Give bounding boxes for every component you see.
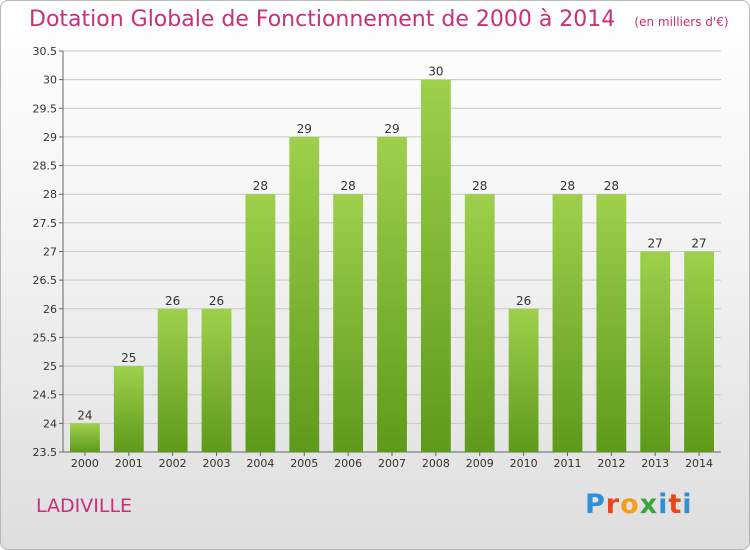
bar [289,136,320,452]
y-tick-label: 30 [43,74,57,87]
bar [464,194,495,452]
x-tick-label: 2006 [334,457,362,470]
y-tick-label: 25.5 [33,331,58,344]
y-tick-label: 29 [43,131,57,144]
data-label: 29 [297,122,312,136]
commune-name: LADIVILLE [36,495,133,517]
bar [684,251,714,452]
chart-unit-note: (en milliers d'€) [634,15,729,29]
bar [552,194,583,452]
y-tick-label: 28 [43,188,57,201]
data-label: 28 [604,179,619,193]
bar [201,308,232,452]
y-tick-label: 23.5 [33,446,58,459]
x-tick-label: 2008 [422,457,450,470]
bar [508,308,539,452]
x-tick-label: 2002 [159,457,187,470]
y-tick-label: 27.5 [33,217,58,230]
y-tick-label: 30.5 [33,45,58,58]
y-tick-label: 24 [43,417,57,430]
data-label: 26 [165,294,180,308]
x-tick-label: 2010 [510,457,538,470]
data-label: 27 [648,237,663,251]
logo-letter: t [668,489,683,520]
bar [245,194,276,452]
x-tick-label: 2013 [641,457,669,470]
bar [333,194,364,452]
y-tick-label: 26.5 [33,274,58,287]
data-label: 26 [209,294,224,308]
y-tick-label: 27 [43,246,57,259]
data-label: 28 [253,179,268,193]
data-label: 29 [384,122,399,136]
labels: 23.5 24 24.5 25 25.5 26 26.5 27 27.5 28 28.5 29 29.5… [33,45,714,470]
bar [640,251,671,452]
proxiti-logo: Proxiti [585,489,693,520]
data-label: 26 [516,294,531,308]
chart-title-text: Dotation Globale de Fonctionnement de 20… [29,7,616,32]
bar [157,308,188,452]
y-tick-label: 26 [43,303,57,316]
x-tick-label: 2009 [466,457,494,470]
data-label: 27 [691,237,706,251]
bar [113,366,144,452]
bar [420,79,451,453]
logo-letter: i [658,489,669,520]
x-tick-label: 2005 [290,457,318,470]
x-tick-label: 2000 [71,457,99,470]
x-tick-label: 2001 [115,457,143,470]
bar [377,136,407,452]
x-tick-label: 2014 [685,457,713,470]
logo-letter: P [585,489,606,520]
data-label: 30 [428,65,443,79]
data-label: 28 [560,179,575,193]
logo-letter: x [639,489,659,520]
bar [596,194,627,452]
bar [70,423,100,452]
bars [70,79,714,453]
y-tick-label: 25 [43,360,57,373]
x-tick-label: 2003 [203,457,231,470]
logo-letter: r [605,489,621,520]
y-tick-label: 29.5 [33,102,58,115]
y-tick-label: 28.5 [33,160,58,173]
logo-letter: o [620,489,640,520]
x-tick-label: 2011 [553,457,581,470]
data-label: 25 [121,351,136,365]
data-label: 28 [340,179,355,193]
x-tick-label: 2012 [597,457,625,470]
data-label: 24 [77,408,92,422]
x-tick-label: 2007 [378,457,406,470]
chart-title: Dotation Globale de Fonctionnement de 20… [29,7,729,32]
logo-letter: i [682,489,693,520]
y-tick-label: 24.5 [33,389,58,402]
data-label: 28 [472,179,487,193]
x-tick-label: 2004 [246,457,274,470]
